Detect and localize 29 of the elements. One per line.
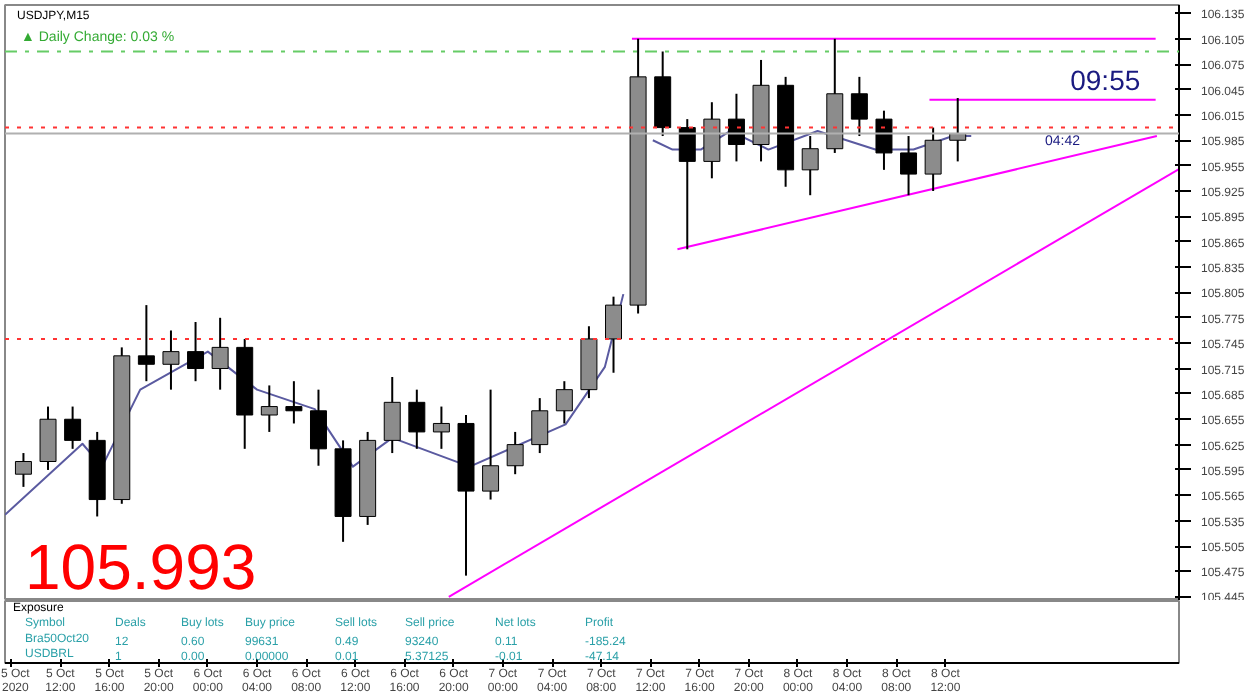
candlestick bbox=[137, 304, 155, 383]
candlestick bbox=[506, 430, 524, 476]
candlestick bbox=[850, 75, 868, 138]
candlestick bbox=[211, 316, 229, 391]
candlestick bbox=[605, 295, 622, 374]
annotation: 105.993 bbox=[25, 531, 257, 603]
candlestick bbox=[531, 397, 549, 455]
candlestick bbox=[900, 135, 918, 197]
candlestick bbox=[408, 388, 426, 450]
candlestick bbox=[39, 405, 57, 471]
candlestick bbox=[309, 388, 327, 467]
candlestick bbox=[260, 384, 278, 433]
candlestick bbox=[949, 96, 967, 163]
candlestick bbox=[64, 405, 82, 450]
candlestick bbox=[432, 405, 450, 450]
candlestick bbox=[703, 101, 721, 180]
candlestick bbox=[801, 135, 819, 197]
candlestick bbox=[285, 380, 303, 425]
candlestick bbox=[924, 126, 942, 192]
candlestick bbox=[482, 388, 500, 501]
candlestick bbox=[678, 118, 696, 251]
candlestick bbox=[187, 321, 205, 383]
candlestick bbox=[162, 329, 180, 391]
annotation: 09:55 bbox=[1070, 63, 1141, 96]
candlestick bbox=[727, 92, 745, 163]
candlestick bbox=[875, 109, 893, 171]
candlestick bbox=[383, 375, 401, 455]
candlestick bbox=[14, 452, 32, 488]
candlestick bbox=[555, 380, 573, 425]
